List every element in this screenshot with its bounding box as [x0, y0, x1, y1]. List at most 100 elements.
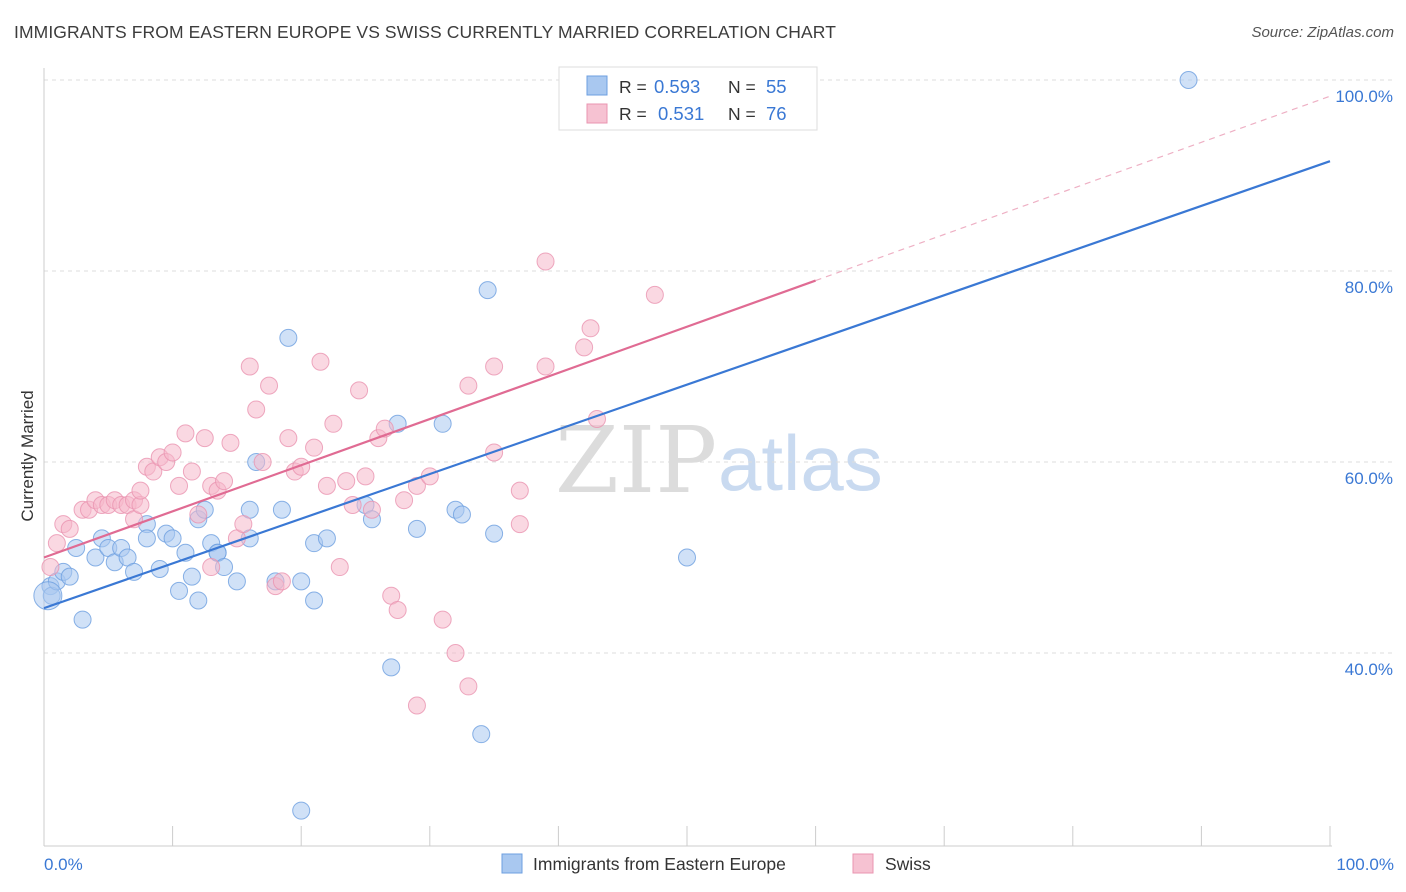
immigrants-point-cluster	[33, 581, 63, 611]
swiss-point-45	[324, 414, 343, 433]
swiss-point-65	[510, 481, 529, 500]
legend-bottom-label-immigrants: Immigrants from Eastern Europe	[533, 854, 786, 874]
swiss-point-59	[433, 610, 452, 629]
immigrants-point-34	[272, 500, 291, 519]
series-swiss-points	[41, 71, 722, 715]
legend-bottom-swatch-immigrants	[501, 853, 523, 874]
x-tick-label-min: 0.0%	[44, 855, 83, 874]
swiss-point-68	[536, 252, 555, 271]
immigrants-point-42	[382, 658, 401, 677]
swiss-point-42	[305, 438, 324, 457]
swiss-point-15	[131, 481, 150, 500]
x-axis-ticks	[172, 826, 1331, 846]
legend-n-value-2: 76	[766, 103, 787, 124]
swiss-point-44	[317, 476, 336, 495]
trend-line-swiss	[43, 279, 816, 559]
legend-n-value-1: 55	[766, 76, 787, 97]
swiss-point-34	[247, 400, 266, 419]
legend-n-label-1: N =	[728, 77, 756, 97]
swiss-point-47	[337, 472, 356, 491]
swiss-point-50	[356, 467, 375, 486]
swiss-point-61	[459, 376, 478, 395]
swiss-point-3	[60, 519, 79, 538]
immigrants-point-22	[189, 591, 208, 610]
immigrants-point-50	[478, 281, 497, 300]
swiss-point-69	[575, 338, 594, 357]
legend-r-value-2: 0.531	[658, 103, 704, 124]
immigrants-point-21	[182, 567, 201, 586]
swiss-point-39	[279, 429, 298, 448]
swiss-point-30	[221, 433, 240, 452]
immigrants-point-7	[86, 548, 105, 567]
swiss-point-38	[272, 572, 291, 591]
immigrants-point-44	[407, 519, 426, 538]
swiss-point-23	[182, 462, 201, 481]
watermark-atlas: atlas	[718, 419, 883, 507]
immigrants-point-18	[163, 529, 182, 548]
immigrants-point-15	[137, 529, 156, 548]
swiss-point-66	[510, 515, 529, 534]
swiss-point-33	[240, 357, 259, 376]
trend-lines	[43, 95, 1331, 610]
swiss-point-21	[170, 476, 189, 495]
watermark-zip: ZIP	[555, 407, 717, 514]
immigrants-point-54	[292, 801, 311, 820]
swiss-point-67	[536, 357, 555, 376]
trend-line-immigrants	[43, 160, 1331, 610]
swiss-point-73	[407, 696, 426, 715]
immigrants-point-4	[60, 567, 79, 586]
immigrants-point-39	[317, 529, 336, 548]
immigrants-point-47	[452, 505, 471, 524]
legend-r-label-1: R =	[619, 77, 647, 97]
immigrants-point-6	[73, 610, 92, 629]
legend-top: R = 0.593 N = 55 R = 0.531 N = 76	[558, 66, 818, 131]
immigrants-point-48	[472, 725, 491, 744]
swiss-point-55	[388, 601, 407, 620]
legend-bottom: Immigrants from Eastern Europe Swiss	[501, 853, 931, 874]
swiss-point-64	[485, 357, 504, 376]
legend-bottom-label-swiss: Swiss	[885, 854, 931, 874]
x-tick-label-max: 100.0%	[1336, 855, 1394, 874]
immigrants-point-49	[485, 524, 504, 543]
legend-swatch-immigrants	[586, 75, 608, 96]
swiss-point-1	[47, 534, 66, 553]
swiss-point-36	[260, 376, 279, 395]
y-tick-label-40: 40.0%	[1345, 660, 1393, 679]
swiss-point-49	[350, 381, 369, 400]
y-tick-label-80: 80.0%	[1345, 278, 1393, 297]
legend-n-label-2: N =	[728, 104, 756, 124]
legend-bottom-swatch-swiss	[852, 853, 874, 874]
y-axis-tick-labels: 40.0% 60.0% 80.0% 100.0%	[1335, 87, 1393, 679]
y-tick-label-100: 100.0%	[1335, 87, 1393, 106]
swiss-point-70	[581, 319, 600, 338]
trend-line-swiss-extension	[815, 95, 1331, 282]
legend-r-label-2: R =	[619, 104, 647, 124]
swiss-point-43	[311, 352, 330, 371]
swiss-point-20	[163, 443, 182, 462]
immigrants-point-29	[227, 572, 246, 591]
swiss-point-48	[343, 495, 362, 514]
immigrants-point-53	[1179, 71, 1198, 89]
swiss-point-60	[446, 644, 465, 662]
swiss-point-26	[202, 558, 221, 577]
immigrants-point-45	[433, 414, 452, 433]
swiss-point-51	[362, 500, 381, 519]
immigrants-point-35	[279, 328, 298, 347]
legend-swatch-swiss	[586, 103, 608, 124]
swiss-point-72	[645, 285, 664, 304]
immigrants-point-19	[170, 581, 189, 600]
swiss-point-32	[234, 515, 253, 534]
chart-title: IMMIGRANTS FROM EASTERN EUROPE VS SWISS …	[14, 22, 836, 42]
swiss-point-22	[176, 424, 195, 443]
swiss-point-24	[189, 505, 208, 524]
y-tick-label-60: 60.0%	[1345, 469, 1393, 488]
swiss-point-62	[459, 677, 478, 696]
swiss-point-29	[215, 472, 234, 491]
legend-r-value-1: 0.593	[654, 76, 700, 97]
swiss-point-35	[253, 453, 272, 471]
source-label: Source: ZipAtlas.com	[1251, 24, 1394, 41]
swiss-point-46	[330, 558, 349, 577]
swiss-point-25	[195, 429, 214, 448]
immigrants-point-38	[305, 591, 324, 610]
